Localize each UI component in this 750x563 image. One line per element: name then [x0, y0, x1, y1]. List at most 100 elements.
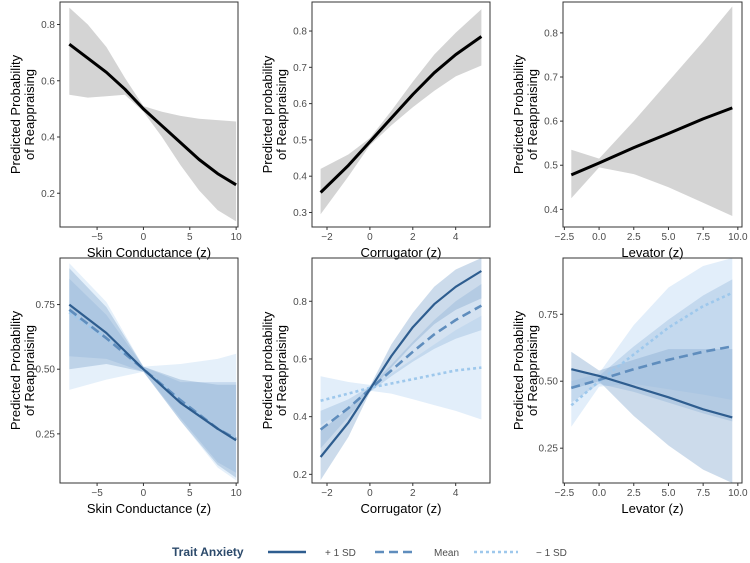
x-tick-label: 0.0 — [592, 488, 606, 499]
legend-label-minus-1sd: − 1 SD — [536, 548, 567, 559]
plot-area — [319, 258, 483, 481]
y-tick-label: 0.4 — [293, 412, 307, 423]
x-tick-label: 2 — [410, 232, 416, 243]
y-tick-label: 0.6 — [293, 354, 307, 365]
x-tick-label: 0 — [367, 488, 373, 499]
x-tick-label: −2.5 — [555, 488, 575, 499]
x-tick-label: 2.5 — [627, 232, 641, 243]
y-axis-label: Predicted probabilityof Reappraising — [260, 55, 289, 173]
x-axis-label: Corrugator (z) — [361, 245, 442, 260]
y-tick-label: 0.3 — [293, 208, 307, 219]
legend-label-mean: Mean — [434, 548, 459, 559]
chart-panel-f: −2.5 0.0 2.5 5.0 7.5 10.0 0.25 0.50 0.75 Levator … — [511, 257, 748, 516]
panel-border — [311, 257, 491, 484]
x-tick-label: −2.5 — [555, 232, 575, 243]
confidence-band-2 — [571, 349, 733, 483]
panel-border — [562, 1, 743, 228]
x-tick-label: 0 — [141, 232, 147, 243]
x-tick-label: 5.0 — [662, 232, 676, 243]
y-tick-label: 0.6 — [293, 99, 307, 110]
y-axis-label: Predicted Probabilityof Reappraising — [511, 54, 540, 174]
panel-border — [59, 257, 239, 484]
x-tick-label: 2 — [410, 488, 416, 499]
series-line-0 — [319, 35, 483, 194]
series-line-2 — [571, 368, 733, 419]
series-line-1 — [319, 304, 483, 431]
y-tick-label: 0.75 — [539, 310, 559, 321]
plot-area — [570, 6, 733, 217]
x-tick-label: −5 — [91, 232, 103, 243]
series-line-1 — [570, 345, 733, 390]
legend: Trait Anxiety + 1 SD Mean − 1 SD — [172, 545, 567, 559]
y-axis-label: Predicted Probabilityof Reappraising — [511, 310, 540, 430]
panel-border — [311, 1, 491, 228]
legend-title: Trait Anxiety — [172, 545, 244, 559]
y-axis-label: Predicted Probabilityof Reappraising — [8, 54, 37, 174]
x-axis-label: Skin Conductance (z) — [87, 245, 211, 260]
plot-area — [68, 263, 237, 481]
y-tick-label: 0.4 — [41, 133, 55, 144]
x-tick-label: 2.5 — [627, 488, 641, 499]
y-tick-label: 0.25 — [36, 429, 56, 440]
x-tick-label: 4 — [453, 488, 459, 499]
legend-label-plus-1sd: + 1 SD — [325, 548, 356, 559]
y-tick-label: 0.50 — [36, 365, 56, 376]
x-axis-label: Levator (z) — [621, 245, 683, 260]
x-tick-label: 5.0 — [662, 488, 676, 499]
x-tick-label: −2 — [321, 488, 333, 499]
series-line-0 — [570, 106, 733, 177]
x-tick-label: 10.0 — [728, 488, 748, 499]
confidence-band-0 — [69, 7, 237, 222]
x-axis-label: Skin Conductance (z) — [87, 501, 211, 516]
plot-area — [68, 7, 237, 222]
chart-panel-c: −2.5 0.0 2.5 5.0 7.5 10.0 0.4 0.5 0.6 0.7 0.8 Levat… — [511, 1, 748, 260]
confidence-band-2 — [320, 258, 482, 481]
y-tick-label: 0.8 — [41, 20, 55, 31]
y-tick-label: 0.8 — [544, 28, 558, 39]
y-tick-label: 0.8 — [293, 27, 307, 38]
x-axis-label: Corrugator (z) — [361, 501, 442, 516]
panel-border — [562, 257, 743, 484]
confidence-band-0 — [571, 6, 733, 217]
confidence-band-2 — [69, 268, 237, 478]
x-tick-label: −2 — [321, 232, 333, 243]
confidence-band-1 — [320, 284, 482, 449]
x-tick-label: 10.0 — [728, 232, 748, 243]
chart-panel-e: −2 0 2 4 0.2 0.4 0.6 0.8 Corrugator (z) Predicted… — [260, 257, 491, 516]
series-line-2 — [68, 303, 237, 442]
series-line-2 — [319, 270, 482, 458]
x-tick-label: 10 — [231, 488, 243, 499]
y-tick-label: 0.2 — [41, 189, 55, 200]
x-tick-label: 0 — [141, 488, 147, 499]
x-tick-label: 10 — [231, 232, 243, 243]
x-tick-label: 7.5 — [696, 232, 710, 243]
confidence-band-0 — [571, 258, 733, 427]
confidence-band-1 — [571, 279, 733, 422]
series-line-0 — [320, 366, 482, 403]
y-axis-label: Predicted Probabilityof Reappraising — [8, 310, 37, 430]
x-tick-label: 4 — [453, 232, 459, 243]
panel-border — [59, 1, 239, 228]
plot-area — [319, 9, 483, 215]
confidence-band-0 — [320, 315, 482, 426]
y-tick-label: 0.25 — [539, 444, 559, 455]
series-line-0 — [68, 43, 237, 187]
y-tick-label: 0.5 — [544, 161, 558, 172]
y-tick-label: 0.7 — [293, 63, 307, 74]
y-tick-label: 0.6 — [544, 117, 558, 128]
chart-panel-d: −5 0 5 10 0.25 0.50 0.75 Skin Conductance (z) Pr… — [8, 257, 243, 516]
x-tick-label: 0.0 — [592, 232, 606, 243]
x-tick-label: 0 — [367, 232, 373, 243]
x-tick-label: 5 — [187, 488, 193, 499]
y-tick-label: 0.4 — [544, 205, 558, 216]
x-axis-label: Levator (z) — [621, 501, 683, 516]
y-tick-label: 0.2 — [293, 470, 307, 481]
y-tick-label: 0.7 — [544, 73, 558, 84]
plot-area — [570, 258, 733, 483]
chart-panel-a: −5 0 5 10 0.2 0.4 0.6 0.8 Skin Conductance (z) Pr… — [8, 1, 243, 260]
y-axis-label: Predicted probabilityof Reappraising — [260, 311, 289, 429]
y-tick-label: 0.6 — [41, 76, 55, 87]
x-tick-label: −5 — [91, 488, 103, 499]
y-tick-label: 0.50 — [539, 377, 559, 388]
